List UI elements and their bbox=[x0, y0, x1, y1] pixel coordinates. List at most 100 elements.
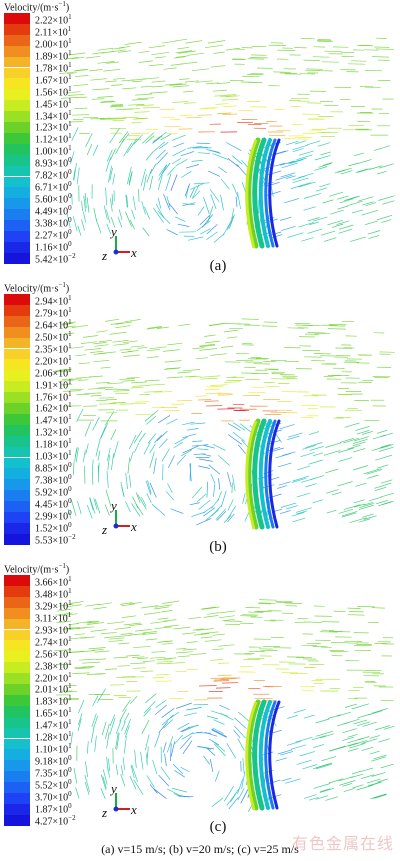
velocity-vector bbox=[107, 165, 113, 183]
velocity-vector bbox=[130, 386, 144, 389]
velocity-vector bbox=[217, 674, 232, 676]
velocity-vector bbox=[371, 756, 387, 762]
velocity-vector bbox=[149, 784, 158, 794]
velocity-vector bbox=[292, 517, 306, 523]
velocity-vector bbox=[237, 711, 250, 722]
velocity-vector bbox=[206, 715, 218, 720]
velocity-vector bbox=[116, 388, 130, 391]
velocity-vector bbox=[352, 448, 366, 453]
velocity-vector bbox=[220, 178, 230, 190]
velocity-vector bbox=[117, 50, 132, 53]
legend-label: 2.06×101 bbox=[35, 365, 72, 379]
velocity-vector bbox=[169, 83, 187, 86]
velocity-vector bbox=[94, 344, 109, 347]
velocity-vector bbox=[361, 430, 373, 435]
velocity-vector bbox=[135, 504, 144, 516]
legend-swatch bbox=[4, 413, 30, 425]
velocity-vector bbox=[376, 464, 389, 469]
legend-label: 8.85×100 bbox=[35, 461, 72, 475]
velocity-vector bbox=[322, 162, 333, 166]
coordinate-axes-c: yz x bbox=[101, 783, 137, 820]
velocity-vector bbox=[203, 445, 216, 449]
velocity-vector bbox=[213, 233, 225, 243]
velocity-vector bbox=[312, 56, 330, 58]
velocity-vector bbox=[158, 774, 170, 787]
velocity-vector bbox=[149, 656, 166, 659]
velocity-vector bbox=[172, 763, 184, 775]
legend-swatch bbox=[4, 165, 30, 177]
velocity-vector bbox=[210, 473, 216, 484]
velocity-vector bbox=[237, 778, 244, 794]
velocity-vector bbox=[132, 118, 147, 120]
velocity-vector bbox=[110, 322, 124, 325]
velocity-vector bbox=[221, 345, 234, 348]
velocity-vector bbox=[157, 640, 173, 643]
velocity-vector bbox=[184, 375, 197, 378]
velocity-vector bbox=[224, 381, 241, 383]
legend-label: 2.50×101 bbox=[35, 329, 72, 344]
velocity-vector bbox=[109, 128, 120, 144]
velocity-vector bbox=[318, 163, 332, 168]
velocity-vector bbox=[369, 750, 380, 755]
velocity-vector bbox=[308, 431, 320, 435]
legend-swatch bbox=[4, 23, 30, 35]
velocity-vector bbox=[100, 423, 109, 439]
velocity-vector bbox=[174, 38, 188, 42]
velocity-vector bbox=[167, 483, 173, 493]
velocity-vector bbox=[292, 177, 309, 184]
velocity-vector bbox=[206, 224, 218, 235]
velocity-vector bbox=[355, 482, 367, 487]
velocity-vector bbox=[119, 602, 133, 605]
velocity-vector bbox=[65, 57, 79, 60]
velocity-vector bbox=[227, 505, 236, 520]
velocity-vector bbox=[163, 719, 174, 729]
velocity-vector bbox=[347, 200, 363, 207]
velocity-vector bbox=[228, 796, 239, 810]
velocity-vector bbox=[226, 95, 240, 97]
velocity-vector bbox=[305, 442, 323, 448]
velocity-vector bbox=[222, 113, 238, 115]
velocity-vector bbox=[95, 658, 107, 660]
legend-label: 1.47×101 bbox=[35, 718, 72, 732]
velocity-vector bbox=[103, 68, 121, 72]
velocity-vector bbox=[71, 324, 89, 328]
velocity-vector bbox=[287, 435, 300, 441]
velocity-vector bbox=[156, 152, 168, 165]
legend-label: 1.23×101 bbox=[35, 120, 72, 134]
velocity-vector bbox=[167, 342, 183, 346]
velocity-vector bbox=[311, 735, 327, 741]
legend-swatch bbox=[4, 67, 30, 79]
legend-swatch bbox=[4, 304, 30, 316]
velocity-vector bbox=[237, 192, 241, 209]
velocity-vector bbox=[74, 68, 88, 71]
legend-swatch bbox=[4, 231, 30, 242]
velocity-vector bbox=[141, 201, 146, 215]
velocity-vector bbox=[131, 209, 136, 220]
velocity-vector bbox=[369, 735, 380, 739]
velocity-vector bbox=[313, 763, 330, 770]
velocity-vector bbox=[68, 623, 79, 626]
velocity-vector bbox=[161, 600, 180, 604]
velocity-vector bbox=[141, 605, 159, 609]
velocity-vector bbox=[175, 670, 188, 673]
velocity-vector bbox=[360, 774, 375, 780]
velocity-vector bbox=[106, 470, 109, 488]
velocity-vector bbox=[196, 518, 212, 526]
velocity-vector bbox=[143, 441, 151, 455]
crescent-layer bbox=[252, 418, 267, 530]
legend-label: 2.64×101 bbox=[35, 317, 72, 332]
velocity-vector bbox=[341, 512, 357, 518]
legend-swatch bbox=[4, 56, 30, 68]
velocity-vector bbox=[189, 187, 195, 198]
velocity-vector bbox=[112, 339, 129, 343]
velocity-vector bbox=[370, 793, 387, 800]
velocity-vector bbox=[149, 346, 167, 350]
velocity-vector bbox=[135, 104, 154, 107]
axis-label-y: y bbox=[109, 226, 117, 239]
velocity-vector bbox=[102, 769, 108, 785]
velocity-vector bbox=[205, 340, 220, 344]
crescent-layer bbox=[246, 699, 261, 811]
velocity-vector bbox=[67, 508, 72, 519]
velocity-vector bbox=[329, 191, 344, 197]
velocity-vector bbox=[105, 157, 111, 172]
